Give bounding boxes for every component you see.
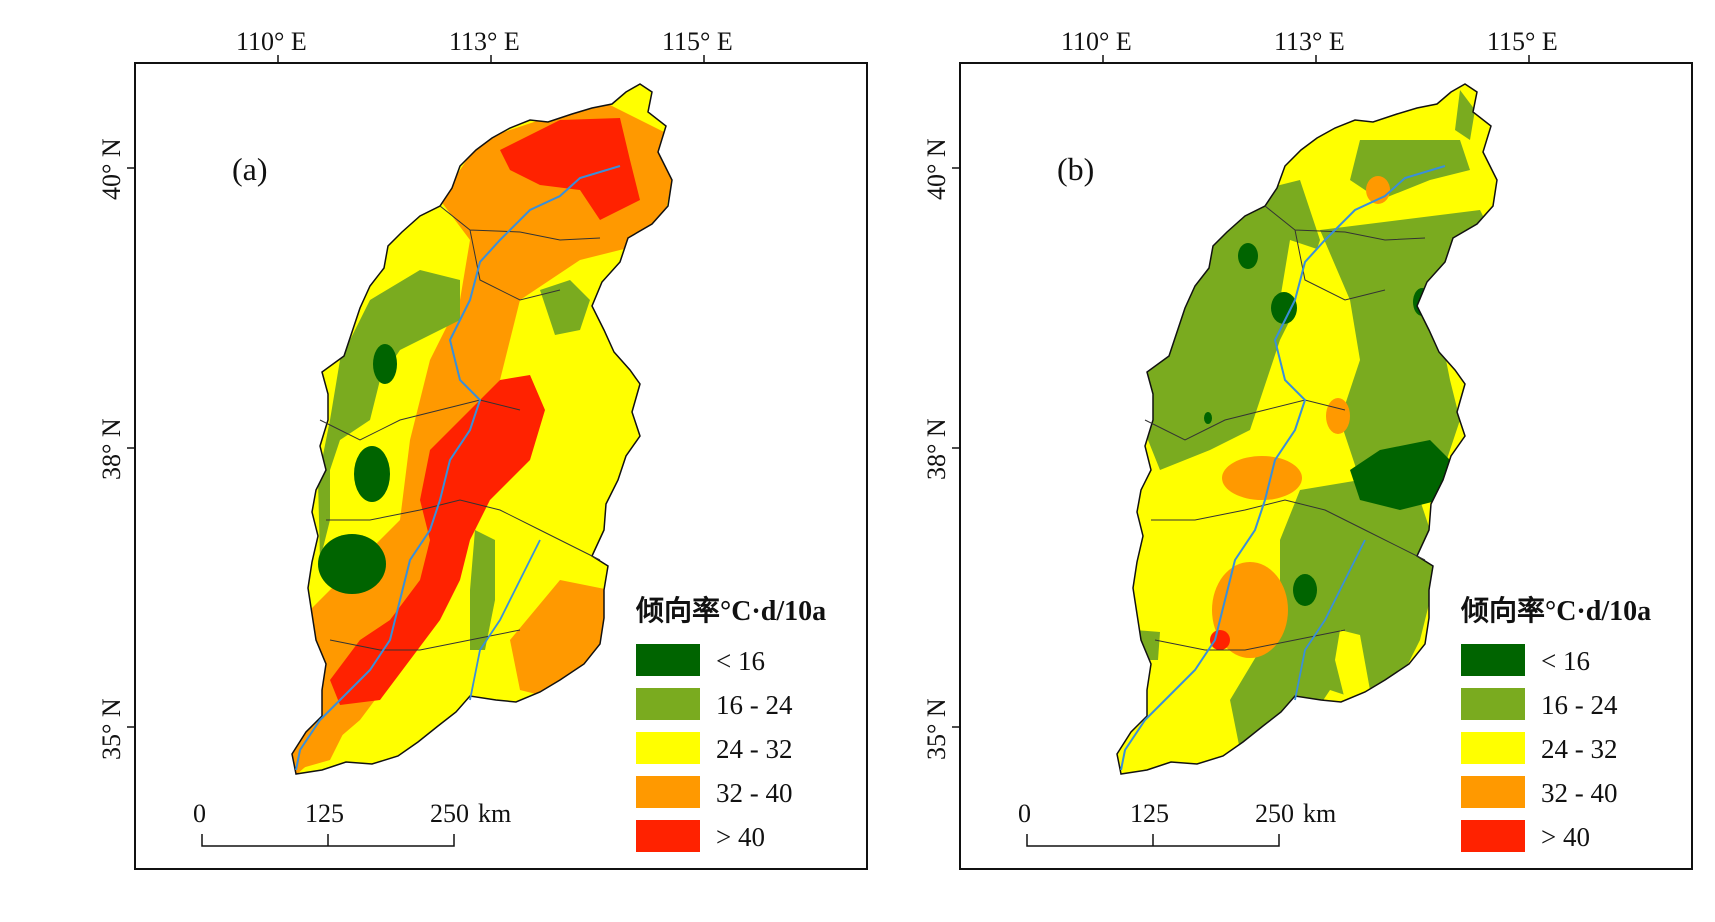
scale-label: 0	[1018, 799, 1031, 828]
panel-a-lon-tick: 115° E	[662, 27, 733, 56]
legend-label: 24 - 32	[716, 734, 793, 764]
legend-label: 32 - 40	[716, 778, 793, 808]
legend-label: 16 - 24	[716, 690, 793, 720]
legend-swatch	[1461, 644, 1525, 676]
scale-label: 250	[430, 799, 469, 828]
legend-label: 24 - 32	[1541, 734, 1618, 764]
panel-b-scale-bar: 0 125 250 km	[1018, 799, 1336, 847]
panel-a-label: (a)	[232, 151, 268, 187]
legend-swatch	[636, 820, 700, 852]
scale-unit: km	[1303, 799, 1336, 828]
panel-a-map	[292, 84, 672, 774]
legend-swatch	[636, 776, 700, 808]
panel-a-lat-tick: 35° N	[97, 698, 126, 760]
panel-a: (a) 110° E 113° E 115° E 40° N 38° N 35°…	[97, 27, 868, 870]
panel-b-lat-ticks: 40° N 38° N 35° N	[922, 138, 960, 760]
panel-b-lat-tick: 38° N	[922, 418, 951, 480]
scale-label: 250	[1255, 799, 1294, 828]
panel-a-lat-tick: 38° N	[97, 418, 126, 480]
panel-a-lon-ticks: 110° E 113° E 115° E	[236, 27, 733, 63]
panel-b-lat-tick: 40° N	[922, 138, 951, 200]
panel-b-lon-tick: 115° E	[1487, 27, 1558, 56]
panel-b-lon-tick: 110° E	[1061, 27, 1132, 56]
panel-a-frame	[134, 62, 868, 870]
panel-b-lon-ticks: 110° E 113° E 115° E	[1061, 27, 1558, 63]
legend-swatch	[1461, 776, 1525, 808]
panel-b-label: (b)	[1057, 151, 1094, 187]
legend-label: > 40	[716, 822, 765, 852]
scale-label: 0	[193, 799, 206, 828]
legend-swatch	[1461, 732, 1525, 764]
legend-label: 32 - 40	[1541, 778, 1618, 808]
legend-title: 倾向率°C·d/10a	[635, 594, 826, 627]
panel-a-lon-tick: 113° E	[449, 27, 520, 56]
legend-title: 倾向率°C·d/10a	[1460, 594, 1651, 627]
legend-swatch	[636, 732, 700, 764]
panel-a-legend: 倾向率°C·d/10a < 16 16 - 24 24 - 32 32 - 40…	[635, 594, 826, 852]
legend-label: < 16	[716, 646, 765, 676]
scale-label: 125	[1130, 799, 1169, 828]
legend-swatch	[636, 644, 700, 676]
panel-b-map	[1117, 84, 1497, 774]
panel-a-lat-ticks: 40° N 38° N 35° N	[97, 138, 135, 760]
panel-b-frame	[959, 62, 1693, 870]
panel-b-river	[1120, 165, 1446, 771]
legend-label: > 40	[1541, 822, 1590, 852]
legend-label: 16 - 24	[1541, 690, 1618, 720]
panel-b: (b) 110° E 113° E 115° E 40° N 38° N 35°…	[922, 27, 1693, 870]
scale-label: 125	[305, 799, 344, 828]
panel-b-lat-tick: 35° N	[922, 698, 951, 760]
legend-swatch	[1461, 820, 1525, 852]
scale-unit: km	[478, 799, 511, 828]
legend-label: < 16	[1541, 646, 1590, 676]
panel-a-lon-tick: 110° E	[236, 27, 307, 56]
legend-swatch	[636, 688, 700, 720]
panel-a-lat-tick: 40° N	[97, 138, 126, 200]
panel-b-lon-tick: 113° E	[1274, 27, 1345, 56]
panel-b-legend: 倾向率°C·d/10a < 16 16 - 24 24 - 32 32 - 40…	[1460, 594, 1651, 852]
legend-swatch	[1461, 688, 1525, 720]
panel-a-scale-bar: 0 125 250 km	[193, 799, 511, 847]
panel-a-river	[295, 165, 621, 771]
